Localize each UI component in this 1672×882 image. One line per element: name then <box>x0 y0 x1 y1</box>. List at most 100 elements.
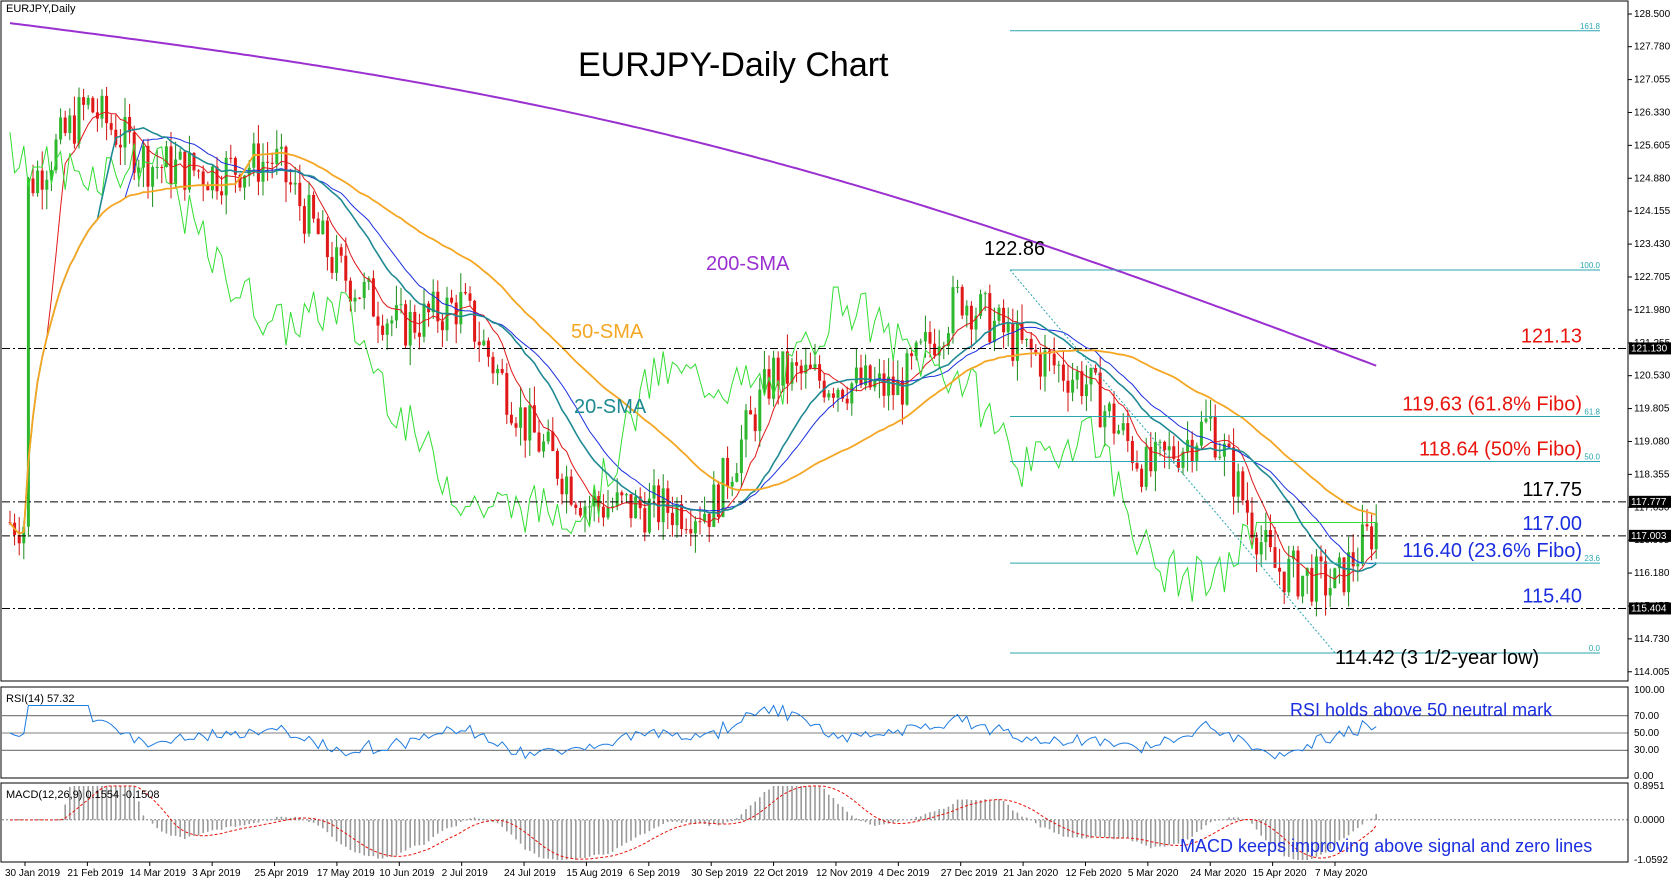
candle-body <box>1052 353 1056 366</box>
candle-body <box>31 178 35 194</box>
candle-body <box>1365 524 1369 527</box>
candle-body <box>1089 368 1093 385</box>
candle-body <box>565 476 569 495</box>
candle-body <box>367 278 371 282</box>
y-tick-label: 124.155 <box>1634 206 1671 217</box>
candle-body <box>1080 371 1084 397</box>
candle-body <box>1057 364 1061 366</box>
candle-body <box>275 148 279 164</box>
candle-body <box>785 351 789 384</box>
candle-body <box>105 95 109 124</box>
sma200-line <box>9 22 1377 367</box>
candle-body <box>325 220 329 258</box>
candle-body <box>164 146 168 168</box>
candle-body <box>969 305 973 330</box>
candle-body <box>1075 371 1079 380</box>
candle-body <box>946 333 950 347</box>
candle-body <box>519 407 523 428</box>
candle-body <box>192 153 196 171</box>
candle-body <box>289 182 293 185</box>
candle-body <box>1140 468 1144 487</box>
kijun-line <box>9 136 1377 565</box>
chart-title: EURJPY-Daily Chart <box>578 46 889 84</box>
chikou-line <box>9 132 1377 602</box>
candle-body <box>606 507 610 518</box>
candle-body <box>1071 379 1075 393</box>
fibo-tag: 50.0 <box>1584 452 1600 461</box>
candle-body <box>1259 542 1263 555</box>
rsi-tick-label: 0.00 <box>1634 771 1654 782</box>
level-label: 117.00 <box>1522 513 1582 535</box>
candle-body <box>1020 323 1024 341</box>
candle-body <box>601 506 605 518</box>
x-tick-label: 27 Dec 2019 <box>941 868 998 879</box>
candle-body <box>1149 446 1153 472</box>
candle-body <box>859 367 863 386</box>
candle-body <box>933 343 937 356</box>
candle-body <box>436 291 440 322</box>
macd-label: MACD(12,26,9) 0.1554 -0.1508 <box>6 789 159 801</box>
candle-body <box>160 167 164 169</box>
candle-body <box>611 506 615 508</box>
macd-panel-frame <box>0 782 1629 863</box>
candle-body <box>1250 512 1254 538</box>
candle-body <box>951 287 955 334</box>
candle-body <box>321 220 325 235</box>
candle-body <box>1333 568 1337 589</box>
candle-body <box>238 174 242 188</box>
candle-body <box>330 257 334 273</box>
candle-body <box>1287 558 1291 593</box>
candle-body <box>500 368 504 374</box>
candle-body <box>1374 522 1378 550</box>
candle-body <box>1360 524 1364 565</box>
x-tick-label: 6 Sep 2019 <box>629 868 681 879</box>
rsi-tick-label: 30.00 <box>1634 745 1659 756</box>
fibo-tag: 100.0 <box>1580 261 1601 270</box>
candle-body <box>827 393 831 398</box>
candle-body <box>1232 447 1236 497</box>
candle-body <box>698 521 702 523</box>
candle-body <box>390 320 394 324</box>
candle-body <box>721 457 725 517</box>
candle-body <box>362 281 366 299</box>
candle-body <box>36 170 40 194</box>
candle-body <box>910 353 914 357</box>
candle-body <box>546 431 550 442</box>
candle-body <box>82 97 86 105</box>
x-tick-label: 12 Feb 2020 <box>1065 868 1122 879</box>
candle-body <box>1255 537 1259 555</box>
candle-body <box>684 529 688 531</box>
level-tag-bg <box>1629 342 1671 355</box>
level-tag-bg <box>1629 529 1671 542</box>
candle-body <box>155 167 159 169</box>
rsi-panel-frame <box>0 686 1629 779</box>
candle-body <box>293 182 297 185</box>
candle-body <box>634 496 638 519</box>
candle-body <box>891 376 895 396</box>
candle-body <box>1356 564 1360 567</box>
candle-body <box>675 504 679 526</box>
candle-body <box>956 286 960 288</box>
candle-body <box>1163 441 1167 451</box>
candle-body <box>905 353 909 405</box>
candle-body <box>960 286 964 316</box>
candle-body <box>555 450 559 479</box>
candle-body <box>201 171 205 185</box>
candle-body <box>532 405 536 433</box>
candle-body <box>1029 338 1033 350</box>
fibo-tag: 161.8 <box>1580 22 1601 31</box>
candle-body <box>17 535 21 544</box>
candle-body <box>22 526 26 544</box>
candle-body <box>1301 575 1305 597</box>
candle-body <box>482 340 486 346</box>
candle-body <box>703 513 707 522</box>
candle-body <box>583 506 587 516</box>
candle-body <box>473 300 477 342</box>
y-tick-label: 126.330 <box>1634 107 1671 118</box>
rsi-label: RSI(14) 57.32 <box>6 693 74 705</box>
candle-body <box>753 414 757 432</box>
candle-body <box>1038 352 1042 377</box>
candle-body <box>877 373 881 381</box>
candle-body <box>744 410 748 440</box>
x-tick-label: 12 Nov 2019 <box>816 868 873 879</box>
